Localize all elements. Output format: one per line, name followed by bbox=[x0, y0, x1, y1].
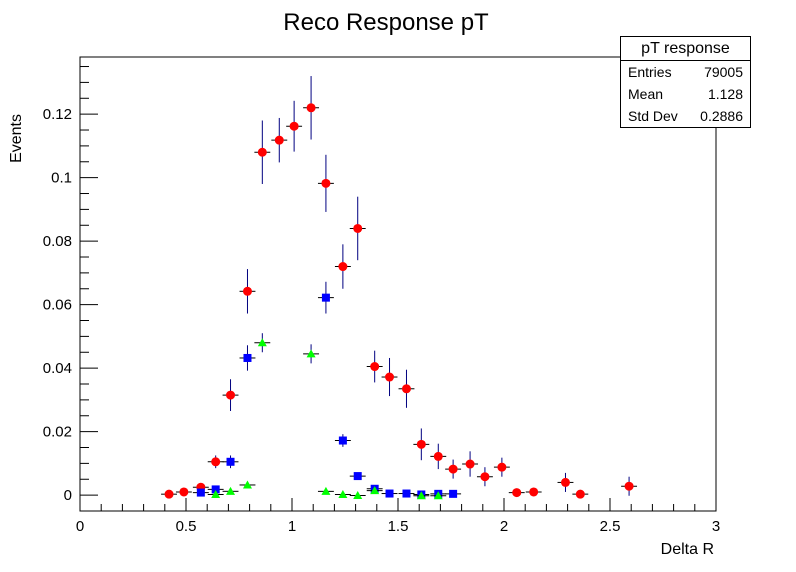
data-point-triangle bbox=[257, 338, 267, 347]
chart-title: Reco Response pT bbox=[283, 9, 489, 36]
data-point-circle bbox=[306, 103, 316, 113]
x-tick-label: 3 bbox=[712, 518, 720, 535]
data-point-circle bbox=[289, 121, 299, 131]
data-point-triangle bbox=[211, 489, 221, 498]
data-point-circle bbox=[321, 178, 331, 188]
data-point-circle bbox=[512, 488, 522, 498]
x-tick-label: 2 bbox=[500, 518, 508, 535]
stats-box: pT response Entries 79005 Mean 1.128 Std… bbox=[620, 36, 751, 128]
x-tick-label: 1 bbox=[288, 518, 296, 535]
data-point-circle bbox=[242, 286, 252, 296]
data-point-circle bbox=[179, 487, 189, 497]
data-point-circle bbox=[448, 464, 458, 474]
data-point-triangle bbox=[306, 349, 316, 358]
data-point-square bbox=[449, 489, 458, 498]
stats-row-std-dev: Std Dev 0.2886 bbox=[621, 105, 750, 127]
data-marks bbox=[161, 76, 638, 500]
data-point-circle bbox=[624, 481, 634, 491]
data-point-circle bbox=[226, 390, 236, 400]
y-tick-label: 0.06 bbox=[43, 297, 72, 314]
data-point-circle bbox=[433, 451, 443, 461]
data-point-circle bbox=[560, 477, 570, 487]
x-tick-label: 0.5 bbox=[176, 518, 197, 535]
data-point-circle bbox=[385, 372, 395, 382]
y-tick-label: 0.04 bbox=[43, 360, 72, 377]
data-point-circle bbox=[211, 457, 221, 467]
data-point-triangle bbox=[226, 486, 236, 495]
data-point-square bbox=[338, 436, 347, 445]
x-tick-label: 0 bbox=[76, 518, 84, 535]
data-point-circle bbox=[257, 147, 267, 157]
data-point-circle bbox=[529, 487, 539, 497]
data-point-circle bbox=[353, 223, 363, 233]
y-axis-label: Events bbox=[8, 114, 25, 163]
data-point-square bbox=[402, 489, 411, 498]
x-tick-label: 1.5 bbox=[388, 518, 409, 535]
data-point-circle bbox=[497, 462, 507, 472]
stats-value: 79005 bbox=[704, 64, 743, 80]
stats-row-mean: Mean 1.128 bbox=[621, 83, 750, 105]
data-point-triangle bbox=[338, 489, 348, 498]
data-point-triangle bbox=[370, 486, 380, 495]
data-point-square bbox=[243, 353, 252, 362]
y-tick-label: 0.12 bbox=[43, 106, 72, 123]
stats-value: 0.2886 bbox=[700, 108, 743, 124]
data-point-triangle bbox=[416, 491, 426, 500]
data-point-circle bbox=[401, 384, 411, 394]
data-point-circle bbox=[465, 459, 475, 469]
data-point-square bbox=[385, 489, 394, 498]
data-point-triangle bbox=[242, 480, 252, 489]
data-point-triangle bbox=[321, 486, 331, 495]
axis-ticks: 0 0.5 1 1.5 2 2.5 3 0 0.02 0.04 0.06 0.08 0.1 0.12 bbox=[43, 66, 720, 535]
data-point-square bbox=[226, 457, 235, 466]
data-point-circle bbox=[575, 489, 585, 499]
data-point-circle bbox=[274, 135, 284, 145]
data-point-square bbox=[211, 485, 220, 494]
stats-label: Mean bbox=[628, 86, 664, 102]
data-point-circle bbox=[480, 472, 490, 482]
stats-row-entries: Entries 79005 bbox=[621, 61, 750, 83]
x-tick-label: 2.5 bbox=[600, 518, 621, 535]
x-axis-label: Delta R bbox=[661, 541, 714, 558]
data-point-circle bbox=[164, 489, 174, 499]
y-tick-label: 0.08 bbox=[43, 233, 72, 250]
data-point-square bbox=[196, 488, 205, 497]
stats-label: Entries bbox=[628, 64, 672, 80]
data-point-triangle bbox=[353, 490, 363, 499]
data-point-square bbox=[321, 293, 330, 302]
stats-title: pT response bbox=[621, 37, 750, 61]
data-point-circle bbox=[370, 362, 380, 372]
y-tick-label: 0.1 bbox=[51, 170, 72, 187]
y-tick-label: 0 bbox=[64, 487, 72, 504]
y-tick-label: 0.02 bbox=[43, 424, 72, 441]
data-point-square bbox=[353, 472, 362, 481]
data-point-triangle bbox=[433, 491, 443, 500]
stats-label: Std Dev bbox=[628, 108, 678, 124]
data-point-circle bbox=[416, 439, 426, 449]
data-point-circle bbox=[338, 262, 348, 272]
stats-value: 1.128 bbox=[707, 86, 743, 102]
